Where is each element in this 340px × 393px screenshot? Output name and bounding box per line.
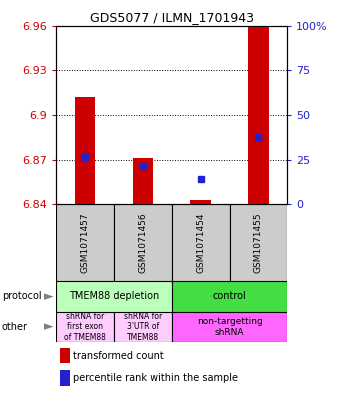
Text: GSM1071457: GSM1071457	[81, 212, 89, 273]
Bar	[59, 370, 70, 386]
Text: ►: ►	[44, 290, 54, 303]
Title: GDS5077 / ILMN_1701943: GDS5077 / ILMN_1701943	[90, 11, 254, 24]
Text: protocol: protocol	[2, 291, 41, 301]
Text: GSM1071455: GSM1071455	[254, 212, 263, 273]
Text: GSM1071456: GSM1071456	[138, 212, 147, 273]
Bar	[172, 281, 287, 312]
Text: non-targetting
shRNA: non-targetting shRNA	[197, 317, 262, 337]
Bar	[172, 312, 287, 342]
Bar	[114, 312, 172, 342]
Text: other: other	[2, 322, 28, 332]
Text: transformed count: transformed count	[73, 351, 164, 361]
Bar	[56, 312, 114, 342]
Bar	[114, 204, 172, 281]
Bar	[172, 204, 230, 281]
Bar	[230, 204, 287, 281]
Text: GSM1071454: GSM1071454	[196, 212, 205, 273]
Text: ►: ►	[44, 320, 54, 333]
Text: shRNA for
first exon
of TMEM88: shRNA for first exon of TMEM88	[64, 312, 106, 342]
Bar	[56, 204, 114, 281]
Text: shRNA for
3'UTR of
TMEM88: shRNA for 3'UTR of TMEM88	[124, 312, 162, 342]
Bar	[133, 158, 153, 204]
Text: TMEM88 depletion: TMEM88 depletion	[69, 291, 159, 301]
Bar	[190, 200, 211, 204]
Text: percentile rank within the sample: percentile rank within the sample	[73, 373, 238, 383]
Bar	[59, 348, 70, 363]
Bar	[248, 27, 269, 204]
Text: control: control	[212, 291, 246, 301]
Bar	[56, 281, 172, 312]
Bar	[75, 97, 95, 204]
